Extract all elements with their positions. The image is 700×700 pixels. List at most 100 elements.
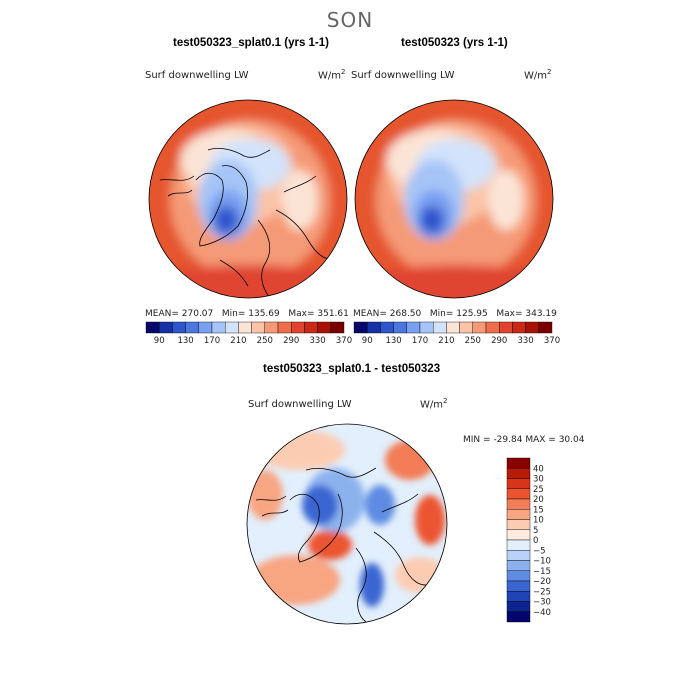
colorbar1-swatch (304, 321, 318, 334)
colorbar1-tick-label: 290 (283, 336, 299, 346)
panel3-max-value: 30.04 (558, 435, 585, 445)
colorbar2-tick-label: 210 (438, 336, 454, 346)
colorbar3-tick-label: −40 (533, 608, 551, 618)
colorbar2-swatch (419, 321, 434, 334)
colorbar3-swatch (506, 580, 531, 592)
colorbar3-tick-label: 40 (533, 464, 544, 474)
colorbar1-swatch (238, 321, 252, 334)
colorbar3-tick-label: −15 (533, 567, 551, 577)
colorbar2-tick-label: 90 (362, 336, 373, 346)
panel1-mean-label: MEAN= (145, 309, 179, 319)
colorbar2-swatch (367, 321, 381, 334)
colorbar3-swatch (506, 570, 531, 582)
colorbar3-tick-label: −10 (533, 557, 551, 567)
colorbar2-swatch (538, 321, 553, 334)
colorbar2-swatch (406, 321, 421, 334)
map2-field (355, 100, 553, 298)
colorbar1-swatch (158, 321, 173, 334)
panel1-variable-label: Surf downwelling LW (145, 70, 249, 81)
panel1-min-label: Min= (221, 309, 246, 319)
colorbar2-tick-label: 370 (544, 336, 560, 346)
panel2-variable-label: Surf downwelling LW (351, 70, 455, 81)
panel1-mean-value: 270.07 (181, 309, 214, 319)
colorbar3-swatch (506, 498, 531, 510)
colorbar3-swatch (506, 468, 531, 479)
colorbar3-tick-label: −30 (533, 598, 551, 608)
colorbar2-swatch (353, 321, 368, 334)
colorbar-panel2: 90 130 170 210 250 290 330 370 (353, 321, 560, 346)
colorbar1-swatch (277, 321, 292, 334)
panel2-title: test050323 (yrs 1-1) (401, 37, 508, 49)
colorbar2-tick-label: 250 (465, 336, 481, 346)
colorbar1-tick-label: 370 (336, 336, 352, 346)
colorbar1-swatch (291, 321, 305, 334)
colorbar1-swatch (211, 321, 226, 334)
panel3-title: test050323_splat0.1 - test050323 (263, 363, 441, 375)
colorbar1-tick-label: 250 (257, 336, 273, 346)
panel3-units: W/m2 (420, 397, 448, 411)
map1-field (149, 100, 347, 298)
colorbar3-tick-label: −25 (533, 587, 551, 597)
colorbar2-tick-label: 130 (385, 336, 401, 346)
panel1-max-label: Max= (288, 309, 315, 319)
colorbar3-swatch (506, 488, 531, 500)
colorbar1-swatch (198, 321, 213, 334)
colorbar2-tick-label: 170 (412, 336, 428, 346)
colorbar1-swatch (185, 321, 200, 334)
colorbar2-swatch (446, 321, 460, 334)
colorbar3-tick-label: 25 (533, 485, 544, 495)
colorbar3-swatch (506, 509, 531, 520)
panel3-variable-label: Surf downwelling LW (248, 399, 352, 410)
panel1-stats: MEAN= 270.07 Min= 135.69 Max= 351.61 (145, 309, 349, 319)
colorbar3-swatch (506, 457, 531, 469)
panel3-min-label: MIN = (463, 435, 491, 445)
colorbar3-tick-label: −20 (533, 577, 551, 587)
colorbar1-swatch (172, 321, 186, 334)
colorbar2-swatch (472, 321, 487, 334)
colorbar3-swatch (506, 611, 531, 623)
panel1-title: test050323_splat0.1 (yrs 1-1) (173, 37, 329, 49)
colorbar2-swatch (525, 321, 539, 334)
colorbar3-tick-label: −5 (533, 546, 546, 556)
colorbar3-swatch (506, 539, 531, 551)
colorbar1-tick-label: 210 (230, 336, 246, 346)
colorbar3-tick-label: 5 (533, 526, 538, 536)
panel2-max-label: Max= (496, 309, 523, 319)
colorbar3-tick-label: 15 (533, 505, 544, 515)
colorbar1-tick-label: 130 (177, 336, 193, 346)
colorbar3-swatch (506, 529, 531, 541)
colorbar2-swatch (393, 321, 408, 334)
colorbar3-tick-label: 30 (533, 475, 544, 485)
colorbar2-tick-label: 290 (491, 336, 507, 346)
panel2-mean-value: 268.50 (389, 309, 422, 319)
colorbar1-tick-label: 90 (154, 336, 165, 346)
colorbar2-swatch (512, 321, 526, 334)
panel1-max-value: 351.61 (317, 309, 349, 319)
colorbar3-swatch (506, 478, 531, 489)
panel2-stats: MEAN= 268.50 Min= 125.95 Max= 343.19 (353, 309, 557, 319)
colorbar3-tick-label: 20 (533, 495, 544, 505)
colorbar1-swatch (330, 321, 345, 334)
colorbar2-swatch (459, 321, 474, 334)
colorbar1-swatch (317, 321, 332, 334)
panel3-min-value: -29.84 (493, 435, 523, 445)
panel3-stats: MIN = -29.84 MAX = 30.04 (463, 435, 584, 445)
panel2-min-value: 125.95 (456, 309, 488, 319)
colorbar-panel1: 90 130 170 210 250 290 330 370 (145, 321, 352, 346)
colorbar1-swatch (224, 321, 239, 334)
colorbar1-swatch (264, 321, 279, 334)
panel2-max-value: 343.19 (525, 309, 557, 319)
panel2-min-label: Min= (429, 309, 454, 319)
colorbar3-swatch (506, 560, 531, 571)
colorbar3-tick-label: 10 (533, 516, 544, 526)
colorbar1-tick-label: 330 (309, 336, 325, 346)
panel3-max-label: MAX = (525, 435, 556, 445)
colorbar2-swatch (433, 321, 447, 334)
colorbar3-swatch (506, 519, 531, 530)
panel1-min-value: 135.69 (248, 309, 280, 319)
colorbar2-swatch (499, 321, 513, 334)
colorbar2-tick-label: 330 (517, 336, 533, 346)
map3-field (247, 424, 447, 624)
colorbar3-swatch (506, 550, 531, 561)
